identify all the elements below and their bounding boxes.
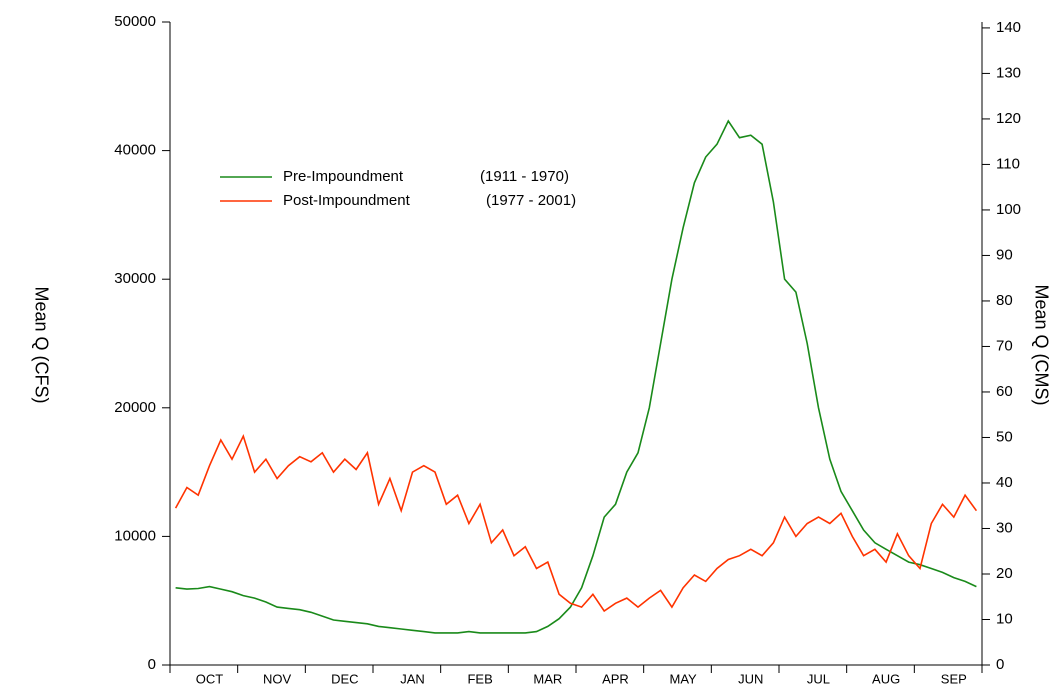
y2-tick-label: 130 [996,64,1021,81]
legend-period: (1911 - 1970) [480,168,569,185]
y2-tick-label: 140 [996,19,1021,36]
y2-tick-label: 50 [996,428,1013,445]
x-tick-label: MAY [670,671,698,686]
y2-tick-label: 30 [996,519,1013,536]
y2-tick-label: 40 [996,474,1013,491]
y2-tick-label: 10 [996,610,1013,627]
x-tick-label: AUG [872,671,900,686]
y2-tick-label: 70 [996,337,1013,354]
y2-tick-label: 20 [996,565,1013,582]
y2-tick-label: 120 [996,110,1021,127]
y2-tick-label: 100 [996,201,1021,218]
y2-tick-label: 110 [996,155,1020,172]
x-tick-label: OCT [196,671,224,686]
data-line [174,433,978,613]
y-tick-label: 40000 [114,142,156,159]
y-tick-label: 10000 [114,527,156,544]
x-tick-label: FEB [467,671,492,686]
y-tick-label: 50000 [114,13,156,30]
x-tick-label: NOV [263,671,292,686]
data-line [175,119,977,634]
x-tick-label: JUN [738,671,763,686]
x-tick-label: SEP [941,671,967,686]
y2-tick-label: 60 [996,383,1013,400]
x-tick-label: JUL [807,671,830,686]
y-axis-label: Mean Q (CFS) [31,286,51,403]
x-tick-label: MAR [533,671,562,686]
y-tick-label: 20000 [114,399,156,416]
legend-period: (1977 - 2001) [486,192,576,209]
y2-tick-label: 90 [996,246,1013,263]
y-tick-label: 0 [148,656,156,673]
y2-tick-label: 0 [996,656,1004,673]
y-tick-label: 30000 [114,270,156,287]
legend-label: Pre-Impoundment [283,168,404,185]
x-tick-label: DEC [331,671,358,686]
y2-axis-label: Mean Q (CMS) [1031,284,1051,405]
legend-label: Post-Impoundment [283,192,411,209]
x-tick-label: APR [602,671,629,686]
x-tick-label: JAN [400,671,425,686]
y2-tick-label: 80 [996,292,1013,309]
